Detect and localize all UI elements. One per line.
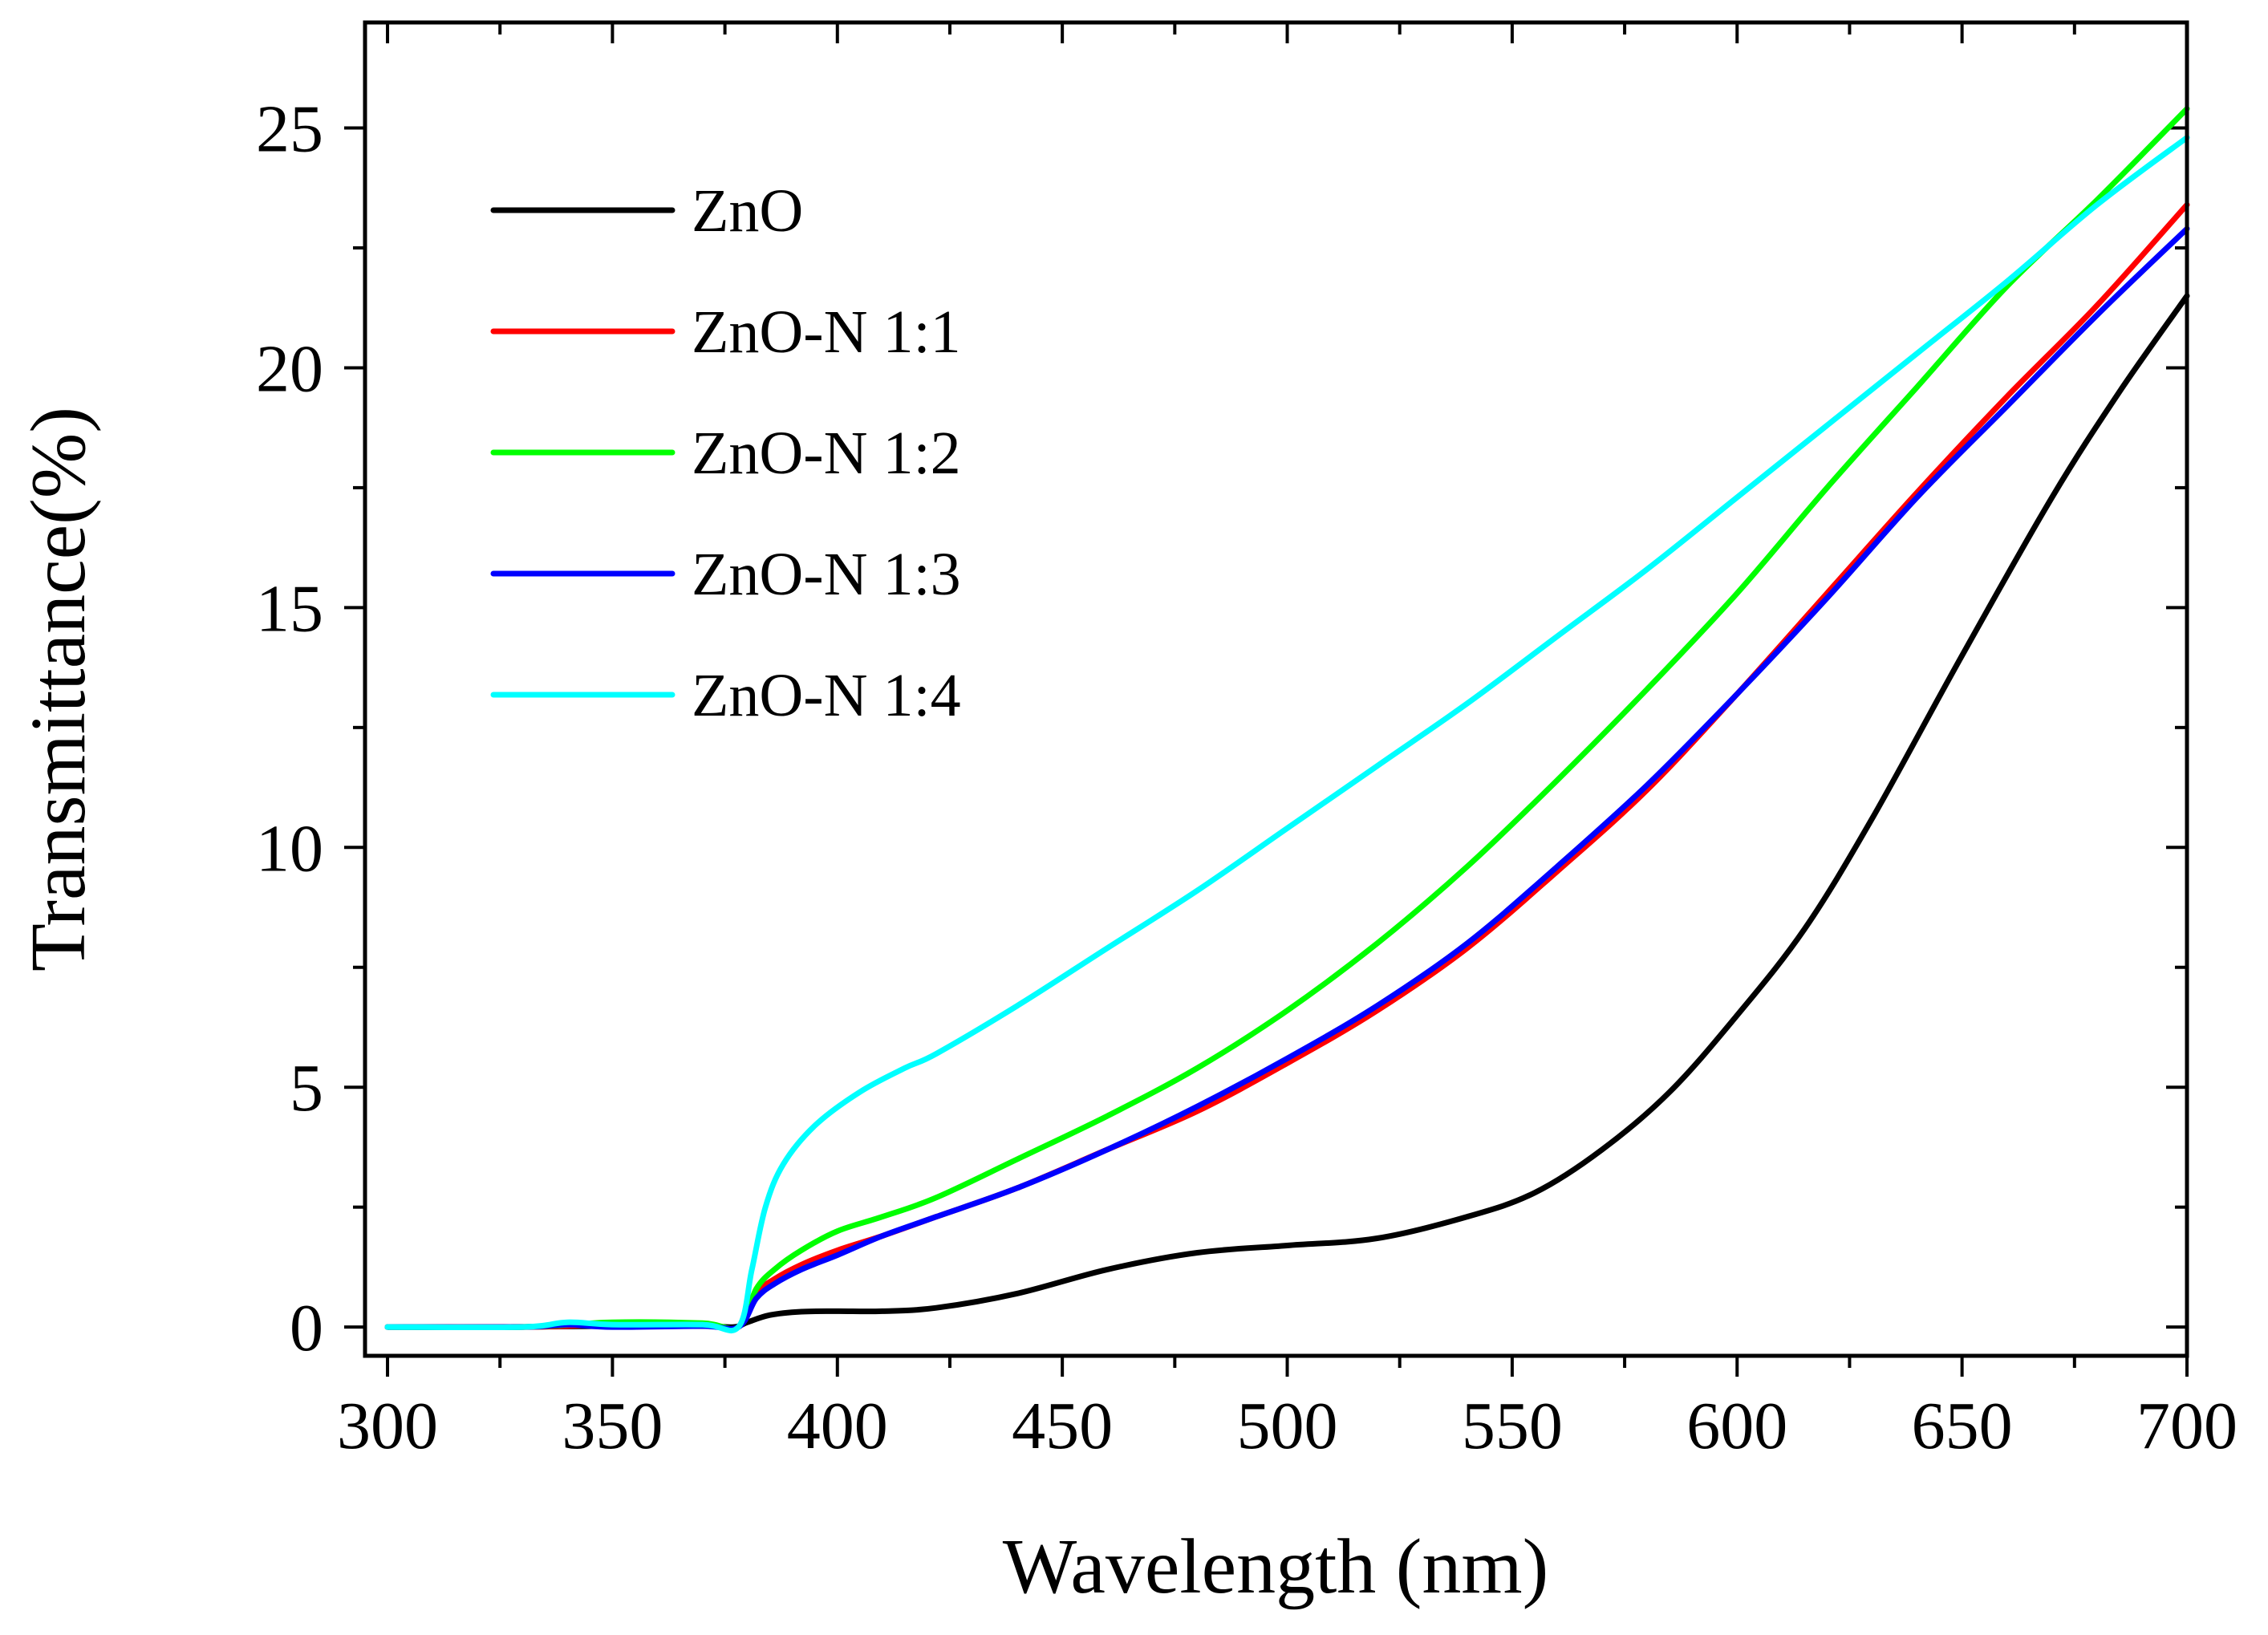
y-tick-label-25: 25: [256, 92, 323, 167]
legend: ZnO ZnO-N 1:1 ZnO-N 1:2 ZnO-N 1:3 ZnO-N 1:4: [490, 177, 961, 729]
legend-label-1: ZnO-N 1:1: [692, 298, 961, 366]
x-tick-label-500: 500: [1237, 1389, 1338, 1463]
x-tick-label-600: 600: [1686, 1389, 1787, 1463]
tick-label-layer: 300 350 400 450 500 550 600 650 700 0 5 10 15 20 25: [256, 92, 2238, 1463]
x-tick-label-700: 700: [2136, 1389, 2238, 1463]
y-tick-label-10: 10: [256, 811, 323, 886]
legend-label-2: ZnO-N 1:2: [692, 420, 961, 487]
x-tick-label-450: 450: [1012, 1389, 1113, 1463]
legend-label-0: ZnO: [692, 177, 803, 245]
legend-label-3: ZnO-N 1:3: [692, 541, 961, 608]
x-tick-label-550: 550: [1462, 1389, 1563, 1463]
y-tick-label-15: 15: [256, 571, 323, 646]
legend-label-4: ZnO-N 1:4: [692, 662, 961, 729]
x-tick-label-300: 300: [337, 1389, 438, 1463]
series-layer: [384, 106, 2190, 1334]
y-tick-label-0: 0: [290, 1291, 323, 1365]
plot-frame: [363, 20, 2189, 1358]
y-axis-label: Transmittance(%): [15, 407, 102, 972]
series-line-4: [384, 135, 2190, 1334]
y-tick-label-20: 20: [256, 331, 323, 406]
y-tick-label-5: 5: [290, 1051, 323, 1126]
x-tick-label-350: 350: [562, 1389, 663, 1463]
x-axis-label: Wavelength (nm): [1003, 1523, 1549, 1610]
x-tick-label-400: 400: [787, 1389, 888, 1463]
x-tick-label-650: 650: [1912, 1389, 2013, 1463]
